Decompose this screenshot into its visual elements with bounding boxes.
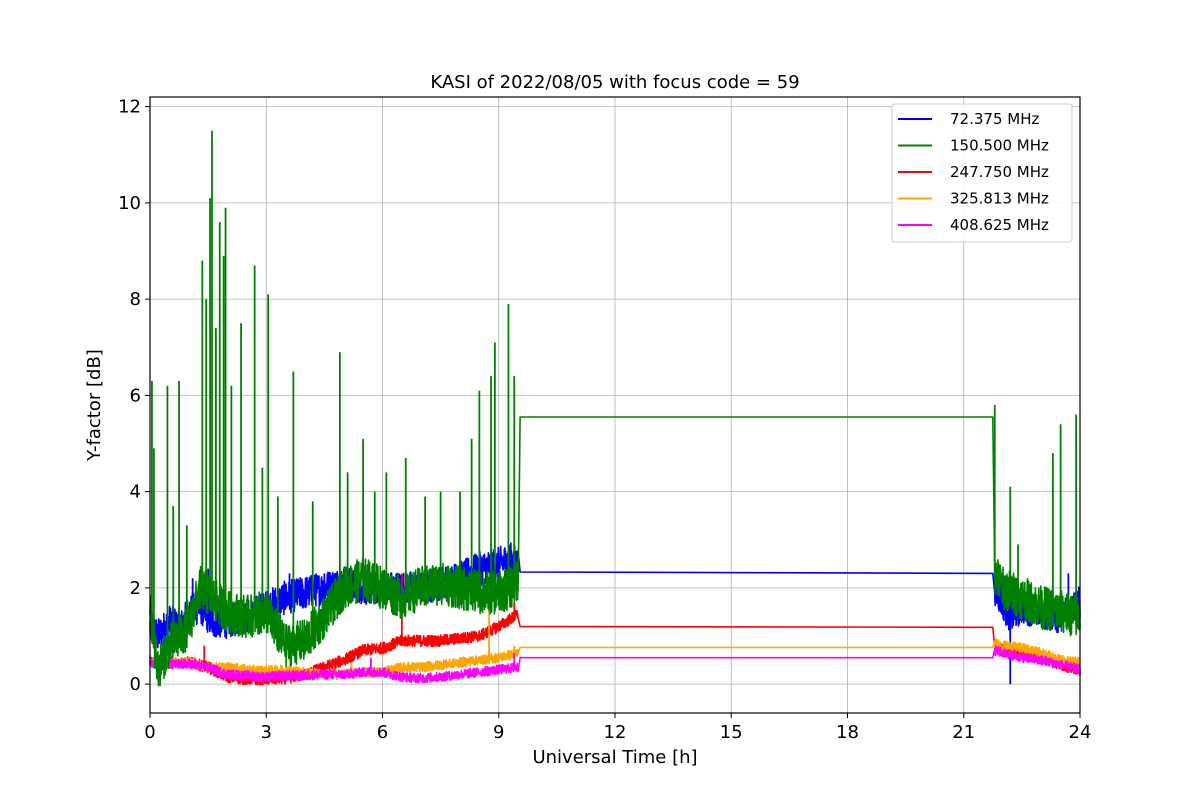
chart-title: KASI of 2022/08/05 with focus code = 59 [430,72,799,93]
legend-label: 325.813 MHz [950,190,1049,208]
legend-label: 408.625 MHz [950,216,1049,234]
x-tick-label: 6 [377,722,388,743]
x-tick-label: 18 [836,722,859,743]
x-tick-label: 21 [952,722,975,743]
y-tick-label: 10 [118,193,141,214]
y-tick-label: 12 [118,97,141,118]
y-tick-label: 0 [130,674,141,695]
x-tick-label: 3 [261,722,272,743]
y-axis-label: Y-factor [dB] [84,349,105,462]
series-layer [149,130,1081,687]
series-4 [149,645,1081,684]
y-tick-label: 6 [130,385,141,406]
x-axis-label: Universal Time [h] [532,747,697,768]
legend-label: 72.375 MHz [950,110,1039,128]
y-tick-label: 2 [130,578,141,599]
legend: 72.375 MHz 150.500 MHz 247.750 MHz 325.813 … [891,103,1073,243]
legend-label: 150.500 MHz [950,137,1049,155]
x-tick-label: 0 [144,722,155,743]
x-tick-label: 12 [604,722,627,743]
legend-label: 247.750 MHz [950,163,1049,181]
legend-box [891,103,1073,243]
y-tick-label: 4 [130,482,141,503]
x-tick-label: 24 [1069,722,1092,743]
x-tick-label: 15 [720,722,743,743]
series-1 [149,130,1081,687]
series-line [149,645,1081,684]
series-line [149,638,1081,680]
y-tick-label: 8 [130,289,141,310]
x-tick-label: 9 [493,722,504,743]
